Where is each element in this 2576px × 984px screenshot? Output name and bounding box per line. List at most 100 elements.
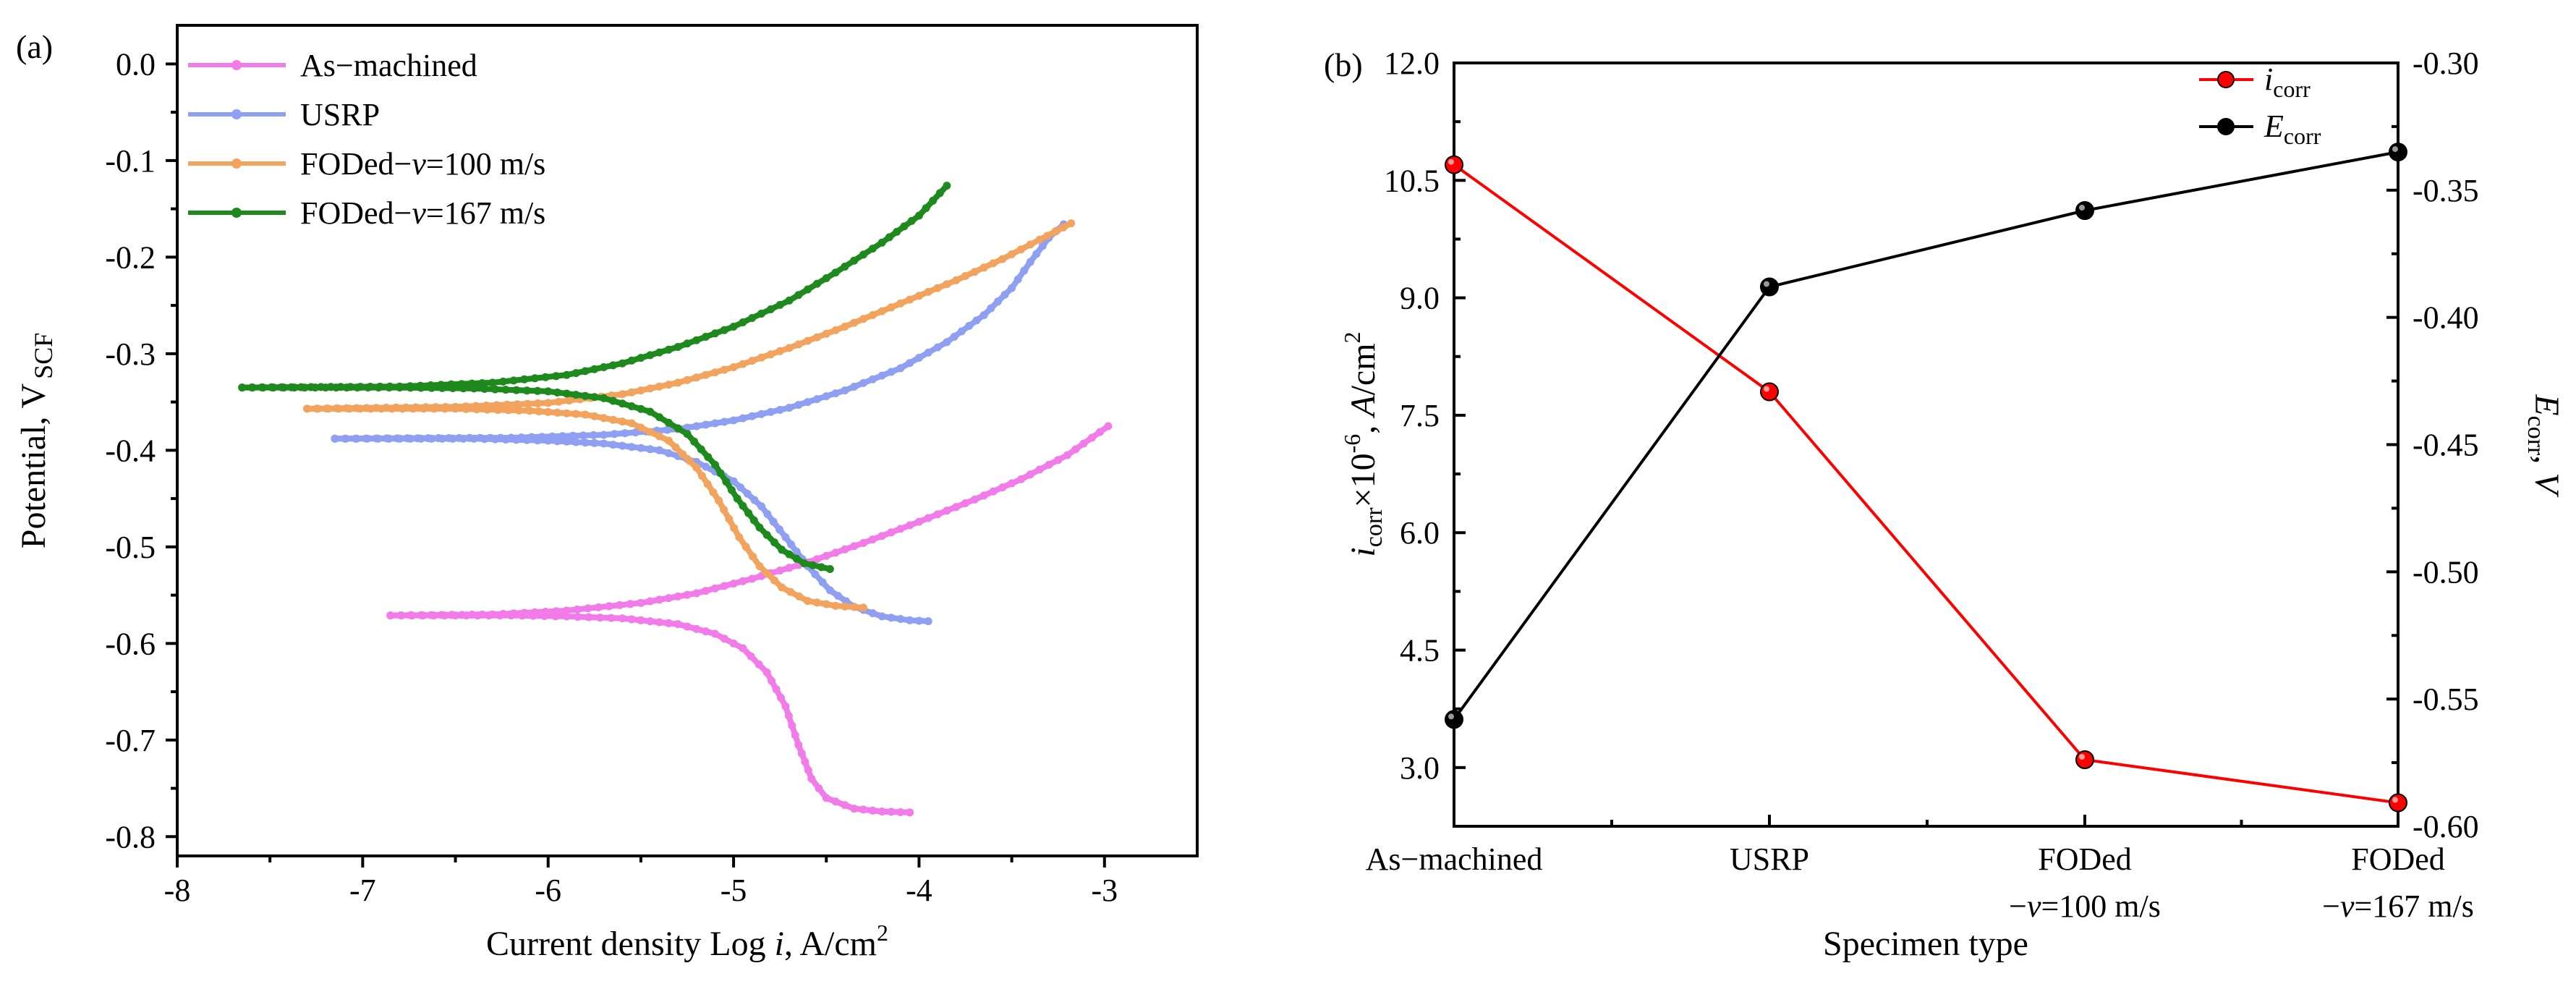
series-as-machined-point [637,598,645,607]
series-foded-v-100-m-s-point [683,376,692,384]
series-usrp-point [781,533,790,541]
series-foded-v-167-m-s-point [533,386,542,395]
series-foded-v-100-m-s-point [698,472,706,480]
series-foded-v-100-m-s-point [749,552,757,561]
series-foded-v-100-m-s-point [382,404,391,412]
series-usrp-point [692,422,701,430]
legend-b-swatch-marker [2217,71,2235,88]
series-usrp-point [589,430,598,439]
series-usrp-point [896,615,905,623]
series-as-machined-point [574,613,582,621]
series-as-machined-point [618,614,626,623]
series-as-machined-point [1096,428,1105,436]
series-foded-v-100-m-s-point [729,363,738,371]
series-foded-v-167-m-s-point [297,383,305,391]
series-usrp-point [850,383,859,391]
series-foded-v-167-m-s-point [711,460,719,469]
series-foded-v-167-m-s-point [683,339,692,348]
series-foded-v-100-m-s-point [392,403,400,412]
series-foded-v-100-m-s-point [804,597,812,606]
series-foded-v-100-m-s-point [493,401,501,410]
series-foded-v-167-m-s-point [704,453,713,462]
series-foded-v-167-m-s-point [690,437,699,446]
b-left-y-tick-label: 9.0 [1400,281,1440,316]
series-usrp-point [794,401,803,410]
series-foded-v-167-m-s-point [646,407,655,416]
series-usrp-point [414,434,422,443]
series-foded-v-167-m-s-point [655,413,663,422]
series-as-machined-point [841,801,849,810]
series-E_corr-point-highlight [1764,281,1769,287]
series-foded-v-167-m-s-point [426,381,435,389]
series-usrp-point [957,327,966,336]
series-foded-v-100-m-s-point [554,397,563,406]
b-y-axis-label-right: Ecorr, V [2522,394,2566,497]
series-usrp-point [1038,242,1047,250]
series-as-machined-point [762,668,771,676]
b-left-y-tick-label: 7.5 [1400,398,1440,433]
series-usrp-point [600,439,608,448]
series-foded-v-167-m-s-point [581,367,590,376]
series-usrp-point [729,416,738,425]
series-usrp-point [841,386,849,395]
series-as-machined-point [655,595,663,604]
series-as-machined-point [877,807,886,816]
series-usrp-point [785,404,794,412]
series-foded-v-100-m-s-point [553,408,561,417]
series-as-machined-point [386,611,395,620]
series-usrp-point [331,434,339,443]
series-foded-v-100-m-s-point [720,365,728,374]
series-foded-v-167-m-s-point [825,565,834,574]
series-as-machined-point [437,611,446,619]
series-usrp-point [655,446,663,454]
series-usrp-point [887,368,896,376]
series-as-machined-cathodic-line [387,612,913,815]
series-as-machined-point [729,639,738,648]
series-as-machined-point [711,584,719,593]
series-foded-v-100-m-s-point [785,344,794,352]
series-as-machined-point [468,611,477,619]
series-foded-v-167-m-s-point [499,377,507,386]
series-usrp-point [831,389,840,398]
series-foded-v-167-m-s-point [552,372,561,381]
legend-a-label: FODed−v=167 m/s [300,195,545,231]
series-as-machined-point [562,612,571,621]
series-usrp-point [558,432,567,441]
a-x-tick-label: -8 [164,873,191,908]
series-as-machined-point [785,564,794,572]
series-as-machined-point [915,517,923,526]
series-foded-v-167-m-s-point [762,530,771,539]
series-as-machined-point [1035,465,1044,474]
series-foded-v-167-m-s-point [347,383,354,391]
series-foded-v-167-m-s-point [609,361,617,370]
series-usrp-point [766,407,775,416]
series-foded-v-167-m-s-point [522,386,531,395]
series-foded-v-167-m-s-point [618,359,626,368]
series-foded-v-167-m-s-point [488,378,497,387]
series-foded-v-167-m-s-point [416,381,425,390]
series-foded-v-100-m-s-point [1035,235,1044,244]
series-usrp-point [664,449,673,457]
legend-a-swatch-marker [231,158,242,169]
series-usrp-point [372,434,381,443]
series-as-machined-point [748,574,757,583]
series-foded-v-100-m-s-point [822,600,830,608]
series-as-machined-point [924,514,932,522]
series-usrp-point [637,444,645,452]
series-foded-v-167-m-s-point [478,379,487,387]
series-E_corr-point [2075,201,2094,220]
series-as-machined-point [616,601,624,609]
series-foded-v-167-m-s-point [915,211,923,220]
series-foded-v-100-m-s-point [725,514,734,523]
series-foded-v-100-m-s-point [685,457,694,465]
series-as-machined-point [683,622,692,631]
series-usrp-point [527,433,536,441]
series-foded-v-167-m-s-point [739,318,747,326]
series-foded-v-100-m-s-point [952,276,961,284]
series-as-machined-point [877,532,886,540]
series-foded-v-100-m-s-point [850,603,859,611]
series-foded-v-167-m-s-point [817,563,825,572]
a-legend: As−machined USRP FODed−v=100 m/s FODed−v=16… [188,48,545,231]
series-usrp-point [834,592,842,600]
